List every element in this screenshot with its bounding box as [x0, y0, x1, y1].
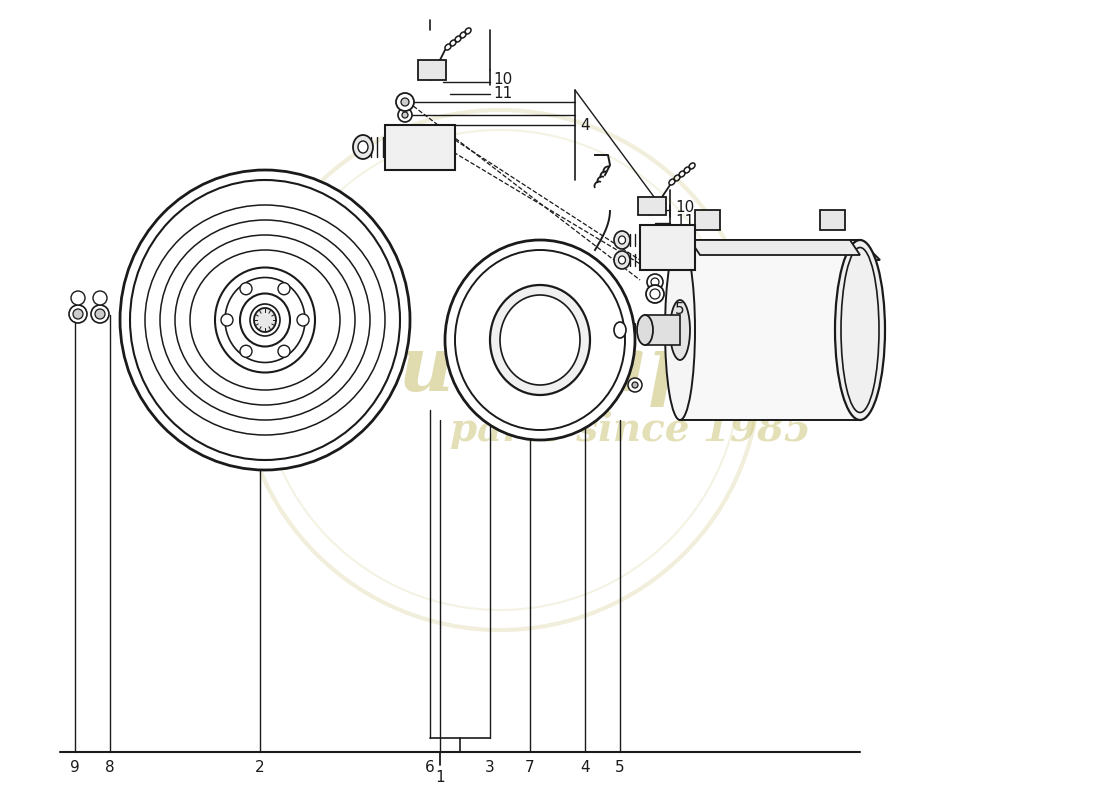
- Circle shape: [632, 382, 638, 388]
- Circle shape: [402, 98, 409, 106]
- Ellipse shape: [455, 250, 625, 430]
- Text: 5: 5: [675, 302, 684, 318]
- Polygon shape: [820, 210, 845, 230]
- Ellipse shape: [618, 236, 626, 244]
- Circle shape: [688, 373, 692, 377]
- Text: 11: 11: [493, 86, 513, 101]
- Circle shape: [72, 291, 85, 305]
- Ellipse shape: [190, 250, 340, 390]
- Circle shape: [685, 315, 695, 325]
- Circle shape: [597, 341, 603, 347]
- Circle shape: [95, 309, 104, 319]
- Text: 11: 11: [675, 214, 694, 230]
- Circle shape: [685, 395, 695, 405]
- Circle shape: [402, 112, 408, 118]
- Circle shape: [651, 278, 659, 286]
- Circle shape: [688, 398, 692, 402]
- Ellipse shape: [490, 285, 590, 395]
- Polygon shape: [680, 240, 880, 260]
- Ellipse shape: [835, 240, 886, 420]
- Text: 10: 10: [493, 73, 513, 87]
- Ellipse shape: [666, 240, 695, 420]
- Bar: [385, 125, 455, 170]
- Text: 3: 3: [485, 759, 495, 774]
- Text: 7: 7: [525, 759, 535, 774]
- Circle shape: [650, 289, 660, 299]
- Circle shape: [830, 215, 840, 225]
- Text: parts since 1985: parts since 1985: [450, 411, 811, 449]
- Circle shape: [398, 108, 412, 122]
- Circle shape: [685, 285, 695, 295]
- Circle shape: [297, 314, 309, 326]
- Ellipse shape: [145, 205, 385, 435]
- Ellipse shape: [214, 267, 315, 373]
- Text: 4: 4: [580, 118, 590, 133]
- Text: 9: 9: [70, 759, 80, 774]
- Ellipse shape: [175, 235, 355, 405]
- Bar: [680, 240, 860, 420]
- Ellipse shape: [670, 300, 690, 360]
- Ellipse shape: [637, 315, 653, 345]
- Circle shape: [688, 263, 692, 267]
- Ellipse shape: [446, 240, 635, 440]
- Text: 6: 6: [425, 759, 435, 774]
- Circle shape: [73, 309, 82, 319]
- Circle shape: [628, 378, 642, 392]
- Circle shape: [647, 274, 663, 290]
- Ellipse shape: [250, 304, 280, 336]
- Circle shape: [688, 343, 692, 347]
- Ellipse shape: [353, 135, 373, 159]
- Circle shape: [614, 327, 620, 333]
- Bar: [638, 197, 666, 215]
- Circle shape: [685, 260, 695, 270]
- Circle shape: [94, 291, 107, 305]
- Circle shape: [594, 324, 606, 336]
- Circle shape: [69, 305, 87, 323]
- Circle shape: [278, 282, 290, 294]
- Ellipse shape: [130, 180, 400, 460]
- Ellipse shape: [120, 170, 410, 470]
- Text: 8: 8: [106, 759, 114, 774]
- Text: 2: 2: [255, 759, 265, 774]
- Ellipse shape: [226, 278, 305, 362]
- Circle shape: [278, 346, 290, 358]
- Ellipse shape: [842, 247, 879, 413]
- Circle shape: [240, 282, 252, 294]
- Ellipse shape: [614, 322, 626, 338]
- Polygon shape: [690, 240, 860, 255]
- Ellipse shape: [160, 220, 370, 420]
- Ellipse shape: [240, 294, 290, 346]
- Circle shape: [91, 305, 109, 323]
- Circle shape: [688, 318, 692, 322]
- Circle shape: [610, 324, 623, 336]
- Circle shape: [646, 285, 664, 303]
- Text: 1: 1: [436, 770, 444, 786]
- Circle shape: [685, 370, 695, 380]
- Text: europaparts: europaparts: [350, 333, 870, 407]
- Ellipse shape: [500, 295, 580, 385]
- Polygon shape: [645, 315, 680, 345]
- Circle shape: [685, 340, 695, 350]
- Ellipse shape: [614, 231, 630, 249]
- Bar: [640, 225, 695, 270]
- Text: 4: 4: [580, 759, 590, 774]
- Circle shape: [614, 341, 620, 347]
- Text: 5: 5: [615, 759, 625, 774]
- Circle shape: [240, 346, 252, 358]
- Circle shape: [688, 288, 692, 292]
- Ellipse shape: [618, 256, 626, 264]
- Circle shape: [610, 338, 623, 350]
- Ellipse shape: [358, 141, 368, 153]
- Ellipse shape: [614, 251, 630, 269]
- Circle shape: [703, 215, 713, 225]
- Circle shape: [597, 327, 603, 333]
- Text: 10: 10: [675, 199, 694, 214]
- Polygon shape: [695, 210, 721, 230]
- Ellipse shape: [254, 308, 276, 332]
- Circle shape: [594, 338, 606, 350]
- Bar: [418, 60, 446, 80]
- Circle shape: [221, 314, 233, 326]
- Circle shape: [396, 93, 414, 111]
